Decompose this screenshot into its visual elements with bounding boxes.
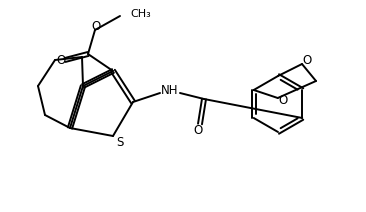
Text: O: O	[92, 20, 101, 32]
Text: O: O	[56, 53, 66, 67]
Text: O: O	[193, 124, 203, 137]
Text: O: O	[302, 54, 311, 67]
Text: S: S	[116, 137, 124, 149]
Text: O: O	[278, 95, 287, 107]
Text: CH₃: CH₃	[130, 9, 151, 19]
Text: NH: NH	[161, 85, 179, 98]
